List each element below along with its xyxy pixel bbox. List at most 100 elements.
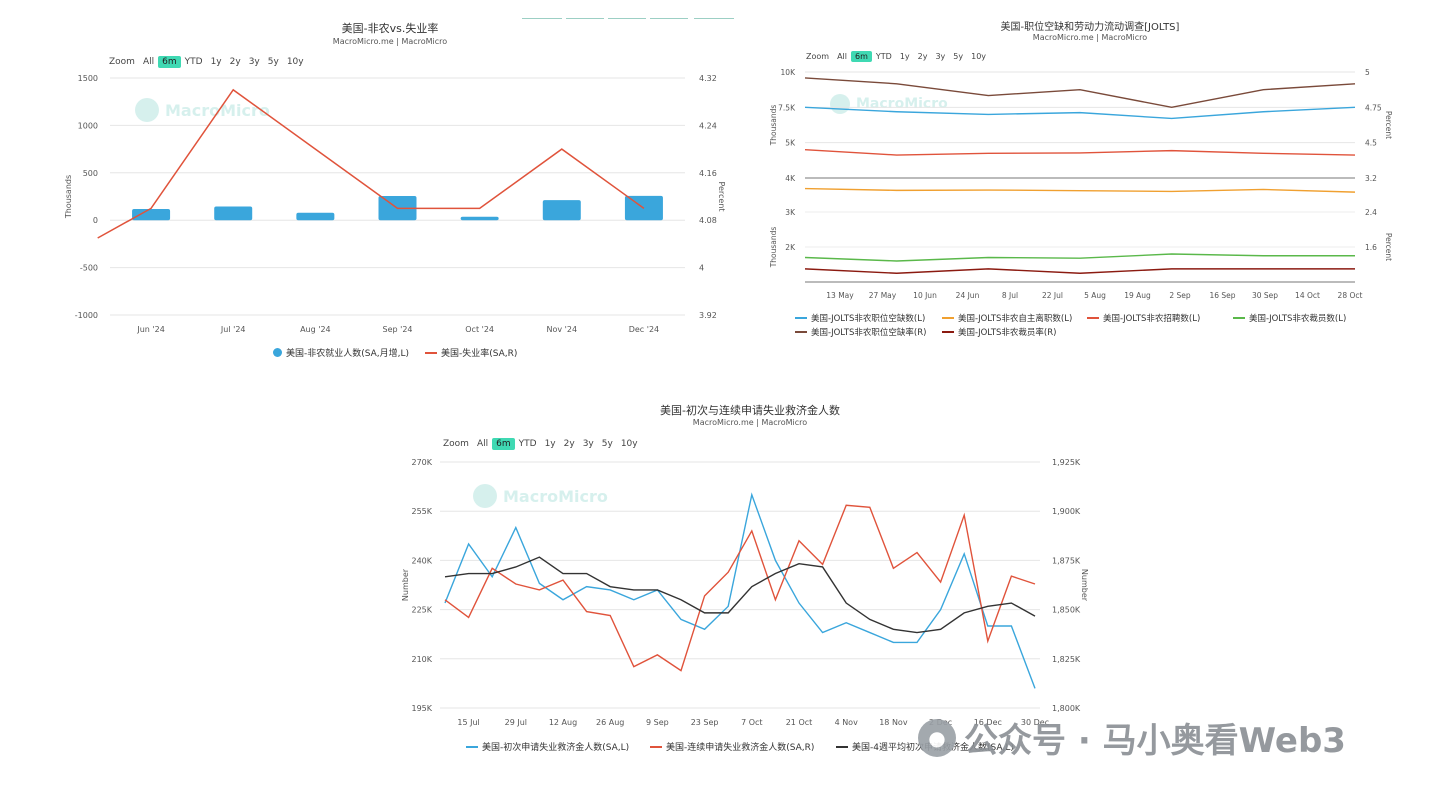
zoom-6m-button[interactable]: 6m [492, 438, 515, 450]
y-tick-label-left: 5K [785, 139, 796, 148]
x-tick-label: 15 Jul [457, 718, 479, 727]
series-line-5 [804, 268, 1355, 274]
y-tick-label-left: 255K [411, 507, 432, 516]
zoom-1y-button[interactable]: 1y [899, 52, 910, 61]
zoom-5y-button[interactable]: 5y [267, 57, 279, 67]
zoom-ytd-button[interactable]: YTD [875, 52, 892, 61]
x-tick-label: 22 Jul [1042, 291, 1063, 300]
zoom-10y-button[interactable]: 10y [971, 52, 987, 61]
zoom-5y-button[interactable]: 5y [953, 52, 964, 61]
y-axis-label-left: Thousands [769, 105, 778, 147]
y-tick-label-left: 1000 [78, 121, 98, 130]
zoom-2y-button[interactable]: 2y [229, 57, 241, 67]
zoom-3y-button[interactable]: 3y [248, 57, 260, 67]
zoom-all-button[interactable]: All [837, 52, 847, 61]
y-axis-label-left: Thousands [769, 227, 778, 269]
x-tick-label: Jul '24 [220, 325, 246, 334]
x-tick-label: 2 Sep [1169, 291, 1191, 300]
x-tick-label: 28 Oct [1338, 291, 1363, 300]
zoom-10y-button[interactable]: 10y [286, 57, 304, 67]
zoom-2y-button[interactable]: 2y [563, 439, 575, 449]
x-tick-label: 7 Oct [741, 718, 762, 727]
zoom-10y-button[interactable]: 10y [620, 439, 638, 449]
y-tick-label-right: 1,875K [1052, 556, 1081, 565]
legend-item-openings-rate[interactable]: 美国-JOLTS非农职位空缺率(R) [795, 326, 926, 338]
legend-item-openings[interactable]: 美国-JOLTS非农职位空缺数(L) [795, 312, 925, 324]
y-tick-label-right: 5 [1365, 68, 1370, 77]
zoom-3y-button[interactable]: 3y [935, 52, 946, 61]
legend-item-hires[interactable]: 美国-JOLTS非农招聘数(L) [1087, 312, 1200, 324]
legend-line-icon [425, 351, 437, 354]
legend-dot-icon [273, 348, 282, 357]
decorative-line [694, 18, 734, 19]
y-tick-label-right: 1,825K [1052, 655, 1081, 664]
y-tick-label-right: 1,850K [1052, 606, 1081, 615]
x-tick-label: 26 Aug [596, 718, 624, 727]
y-tick-label-right: 3.92 [699, 311, 717, 320]
watermark-text: 公众号 · 马小奥看Web3 [964, 721, 1346, 761]
y-axis-label-right: Number [1080, 569, 1089, 602]
decorative-line [608, 18, 646, 19]
legend-line-icon [795, 317, 807, 319]
chart-subtitle: MacroMicro.me | MacroMicro [1032, 33, 1148, 42]
x-tick-label: 10 Jun [913, 291, 937, 300]
legend-line-icon [1233, 317, 1245, 319]
x-tick-label: Dec '24 [629, 325, 659, 334]
y-tick-label-left: 210K [411, 655, 432, 664]
legend-line-icon [942, 331, 954, 333]
legend-item-continuing-claims[interactable]: 美国-连续申请失业救济金人数(SA,R) [650, 740, 814, 753]
jolts-chart-panel: 美国-职位空缺和劳动力流动调查[JOLTS] MacroMicro.me | M… [760, 0, 1420, 345]
x-tick-label: Aug '24 [300, 325, 331, 334]
legend-item-nfp[interactable]: 美国-非农就业人数(SA,月增,L) [273, 346, 409, 359]
y-tick-label-right: 1,900K [1052, 507, 1081, 516]
y-tick-label-right: 4.08 [699, 216, 717, 225]
series-line-unemployment [97, 88, 645, 239]
x-tick-label: 19 Aug [1124, 291, 1151, 300]
legend-item-unemployment[interactable]: 美国-失业率(SA,R) [425, 346, 517, 359]
y-axis-label-left: Thousands [64, 175, 73, 219]
y-tick-label-right: 4.16 [699, 169, 717, 178]
zoom-ytd-button[interactable]: YTD [518, 439, 537, 449]
zoom-5y-button[interactable]: 5y [601, 439, 613, 449]
zoom-ytd-button[interactable]: YTD [184, 57, 203, 67]
zoom-2y-button[interactable]: 2y [917, 52, 928, 61]
x-tick-label: Sep '24 [383, 325, 413, 334]
y-tick-label-right: 4.32 [699, 74, 717, 83]
zoom-bar: Zoom All 6m YTD 1y 2y 3y 5y 10y [802, 51, 990, 62]
legend-item-layoffs-rate[interactable]: 美国-JOLTS非农裁员率(R) [942, 326, 1056, 338]
legend-line-icon [836, 745, 848, 748]
legend-item-layoffs[interactable]: 美国-JOLTS非农裁员数(L) [1233, 312, 1346, 324]
y-tick-label-left: -1000 [75, 311, 98, 320]
x-tick-label: 23 Sep [691, 718, 719, 727]
jolts-chart-svg: 10K 7.5K 5K 4K 5 4.75 4.5 3.2 3K 2K 2.4 1.6 Thousand… [769, 68, 1393, 300]
legend-item-initial-claims[interactable]: 美国-初次申请失业救济金人数(SA,L) [466, 740, 629, 753]
y-tick-label-left: 270K [411, 458, 432, 467]
y-tick-label-left: 0 [93, 216, 98, 225]
legend-line-icon [1087, 317, 1099, 319]
x-tick-label: 27 May [869, 291, 897, 300]
y-tick-label-left: 225K [411, 606, 432, 615]
series-line-1 [444, 504, 1036, 672]
y-tick-label-left: -500 [80, 264, 98, 273]
chart-subtitle: MacroMicro.me | MacroMicro [692, 418, 808, 427]
zoom-1y-button[interactable]: 1y [210, 57, 222, 67]
series-line-3 [804, 253, 1355, 262]
y-tick-label-right: 4.5 [1365, 139, 1377, 148]
zoom-6m-button[interactable]: 6m [850, 51, 872, 62]
zoom-all-button[interactable]: All [142, 57, 155, 67]
y-tick-label-right: 4.75 [1365, 103, 1382, 112]
legend-line-icon [795, 331, 807, 333]
x-tick-label: 4 Nov [835, 718, 859, 727]
x-tick-label: 18 Nov [879, 718, 908, 727]
zoom-all-button[interactable]: All [476, 439, 489, 449]
y-tick-label-left: 195K [411, 704, 432, 713]
zoom-1y-button[interactable]: 1y [544, 439, 556, 449]
legend-item-quits[interactable]: 美国-JOLTS非农自主离职数(L) [942, 312, 1072, 324]
bar [542, 200, 581, 221]
macromicro-watermark: MacroMicro [135, 98, 270, 122]
nfp-chart-panel: 美国-非农vs.失业率 MacroMicro.me | MacroMicro Z… [55, 0, 734, 370]
x-tick-label: 8 Jul [1002, 291, 1018, 300]
zoom-6m-button[interactable]: 6m [158, 56, 181, 68]
zoom-3y-button[interactable]: 3y [582, 439, 594, 449]
x-tick-label: Nov '24 [547, 325, 578, 334]
